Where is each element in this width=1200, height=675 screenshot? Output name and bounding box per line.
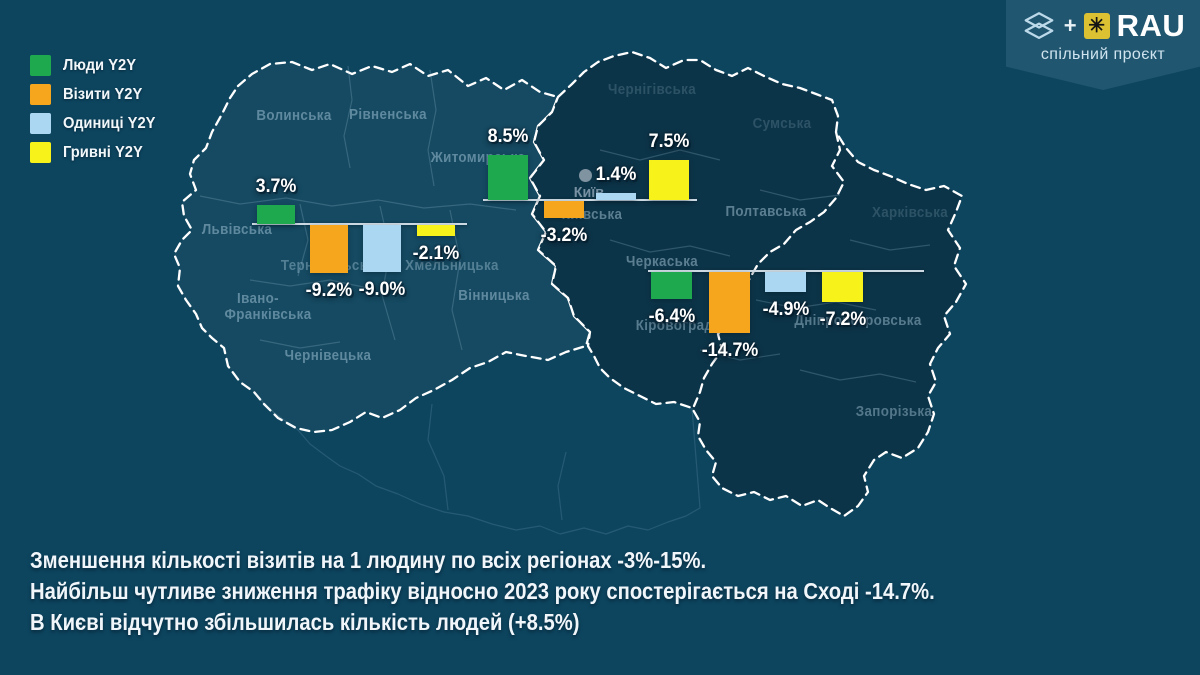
legend-swatch	[30, 142, 51, 163]
region-label: Франківська	[224, 307, 312, 323]
bar-value-label: 3.7%	[255, 175, 297, 197]
rau-star-icon: ✳	[1083, 13, 1110, 39]
legend-swatch	[30, 113, 51, 134]
bar-east-4	[822, 272, 863, 302]
bar-east-2	[709, 272, 750, 333]
region-label: Вінницька	[458, 288, 530, 304]
summary-line: Зменшення кількості візитів на 1 людину …	[30, 547, 707, 573]
bar-east-1	[651, 272, 692, 299]
bar-value-label: 8.5%	[487, 125, 529, 147]
region-label: Дніпропетровська	[794, 313, 922, 329]
bar-center-kyiv-3	[596, 192, 636, 200]
legend: Люди Y2Y Візити Y2Y Одиниці Y2Y Гривні Y2Y	[30, 55, 160, 171]
legend-item: Візити Y2Y	[30, 84, 160, 105]
legend-label: Люди Y2Y	[63, 56, 137, 74]
region-label: Харківська	[871, 205, 949, 221]
bar-west-1	[257, 204, 295, 224]
region-label: Чернігівська	[608, 82, 696, 98]
summary-line: В Києві відчутно збільшилась кількість л…	[30, 609, 580, 635]
coastline-faint	[253, 391, 701, 535]
bar-west-2	[310, 225, 348, 273]
region-label: Запорізька	[855, 404, 933, 420]
bar-value-label: -2.1%	[412, 242, 460, 264]
bar-value-label: -3.2%	[540, 224, 588, 246]
banner-subtitle: спільний проєкт	[1040, 46, 1166, 63]
bar-value-label: 1.4%	[595, 163, 637, 185]
partner-logo-icon	[1024, 11, 1054, 39]
region-label: Львівська	[201, 222, 273, 238]
region-label: Волинська	[256, 108, 332, 124]
bar-center-kyiv-4	[649, 160, 689, 200]
inner-region-borders	[199, 65, 931, 383]
region-label: Хмельницька	[405, 258, 499, 274]
region-label: Рівненська	[349, 107, 427, 123]
region-label: Полтавська	[725, 204, 807, 220]
legend-swatch	[30, 84, 51, 105]
legend-label: Гривні Y2Y	[63, 143, 143, 161]
cluster-divider-line	[692, 130, 846, 408]
bar-value-label: -7.2%	[819, 308, 866, 330]
region-label: Івано-	[236, 291, 280, 307]
baseline-center-kyiv	[483, 199, 697, 201]
legend-item: Люди Y2Y	[30, 55, 160, 76]
bar-center-kyiv-1	[488, 154, 528, 200]
bar-value-label: 7.5%	[648, 131, 690, 153]
region-label: Черкаська	[625, 254, 699, 270]
legend-item: Одиниці Y2Y	[30, 113, 160, 134]
legend-item: Гривні Y2Y	[30, 142, 160, 163]
legend-label: Візити Y2Y	[63, 85, 143, 103]
plus-sign: +	[1063, 13, 1077, 38]
bar-value-label: -9.2%	[305, 279, 353, 301]
bar-west-4	[417, 225, 455, 236]
bar-value-label: -14.7%	[701, 340, 758, 361]
legend-swatch	[30, 55, 51, 76]
summary-line: Найбільш чутливе зниження трафіку віднос…	[30, 578, 935, 604]
baseline-east	[648, 270, 924, 272]
legend-label: Одиниці Y2Y	[63, 114, 156, 132]
rau-wordmark: RAU	[1116, 8, 1186, 43]
kyiv-dot	[579, 169, 592, 182]
bar-value-label: -6.4%	[648, 305, 695, 327]
bar-west-3	[363, 225, 401, 272]
summary-text: Зменшення кількості візитів на 1 людину …	[30, 545, 935, 638]
bar-value-label: -4.9%	[762, 299, 809, 321]
bar-value-label: -9.0%	[358, 278, 406, 300]
bar-east-3	[765, 272, 806, 293]
brand-row: + ✳ RAU	[1006, 0, 1200, 43]
bar-center-kyiv-2	[544, 201, 584, 218]
region-label: Чернівецька	[284, 348, 372, 364]
baseline-west	[252, 223, 467, 225]
region-label: Сумська	[752, 116, 812, 132]
